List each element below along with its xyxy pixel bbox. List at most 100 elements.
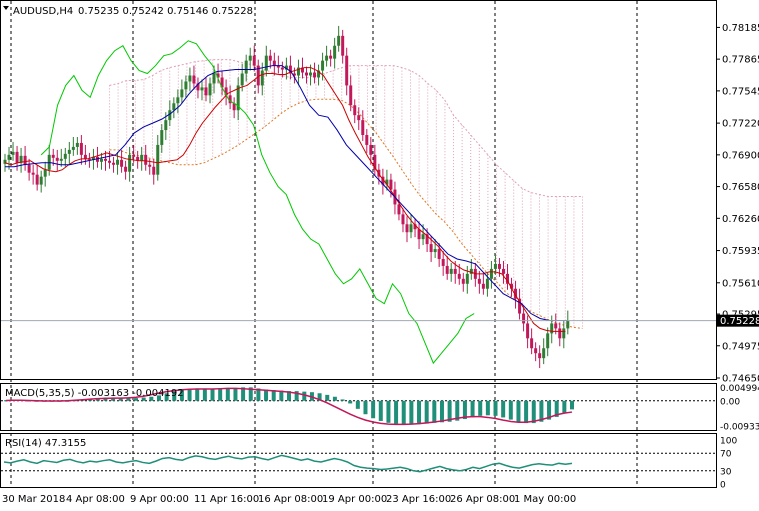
macd-histogram-bar (516, 400, 521, 422)
candle-body (120, 159, 124, 167)
macd-histogram-bar (218, 388, 223, 401)
macd-histogram-bar (225, 388, 230, 401)
macd-histogram-bar (195, 388, 200, 401)
candle-body (385, 179, 389, 185)
candle-body (104, 158, 107, 161)
candle-body (369, 144, 373, 155)
candle-body (180, 89, 184, 98)
candle-body (405, 224, 409, 233)
macd-histogram-bar (524, 400, 529, 424)
macd-histogram-bar (547, 400, 552, 420)
macd-histogram-bar (439, 400, 444, 423)
candle-body (333, 45, 337, 59)
candle-body (23, 155, 27, 165)
candle-body (87, 158, 91, 160)
candle-body (216, 73, 220, 78)
macd-histogram-bar (562, 400, 567, 413)
candle-body (212, 73, 216, 84)
rsi-tick-label: 30 (720, 467, 732, 477)
time-axis-label: 1 May 00:00 (514, 494, 576, 505)
macd-histogram-bar (118, 397, 123, 401)
candle-body (389, 179, 393, 190)
candle-body (501, 268, 505, 274)
candle-body (284, 65, 288, 70)
candle-body (19, 155, 23, 163)
time-axis-label: 11 Apr 16:00 (194, 494, 259, 505)
macd-histogram-bar (256, 388, 261, 401)
candle-body (329, 55, 333, 59)
candle-body (485, 278, 489, 289)
candle-body (112, 162, 116, 165)
candle-body (43, 169, 47, 177)
candle-body (7, 154, 11, 160)
candle-body (437, 249, 441, 259)
macd-histogram-bar (172, 391, 177, 401)
candle-body (321, 60, 325, 71)
candle-body (15, 151, 19, 163)
current-price-label-bg (717, 314, 759, 327)
candle-body (292, 73, 296, 76)
ohlc-values: 0.75235 0.75242 0.75146 0.75228 (78, 6, 253, 17)
price-tick-label: 0.77545 (722, 86, 759, 97)
candle-body (144, 154, 148, 165)
candle-body (184, 81, 188, 90)
price-tick-label: 0.77865 (722, 55, 759, 66)
candle-body (489, 268, 493, 279)
candle-body (373, 154, 377, 170)
macd-histogram-bar (302, 391, 307, 401)
macd-histogram-bar (156, 395, 161, 401)
candle-body (148, 164, 152, 167)
candle-body (465, 273, 469, 284)
candle-body (152, 166, 156, 175)
macd-histogram-bar (570, 400, 574, 410)
candle-body (35, 174, 39, 185)
candle-body (365, 135, 369, 145)
senkou-span-b (109, 98, 583, 329)
candle-body (59, 158, 63, 161)
candle-body (429, 244, 433, 253)
candle-body (341, 35, 345, 56)
candle-body (3, 159, 7, 164)
candle-body (522, 313, 526, 324)
macd-histogram-bar (179, 390, 184, 401)
candle-body (188, 75, 192, 82)
time-axis-label: 9 Apr 00:00 (130, 494, 189, 505)
candle-body (264, 55, 268, 71)
price-tick-label: 0.75935 (722, 246, 759, 257)
time-axis-label: 23 Apr 16:00 (386, 494, 451, 505)
candle-body (417, 229, 421, 240)
macd-layer (1, 387, 716, 426)
macd-histogram-bar (164, 393, 169, 401)
candle-body (11, 151, 15, 155)
macd-tick-label: -0.009335 (720, 422, 759, 432)
time-axis-label: 26 Apr 08:00 (450, 494, 515, 505)
macd-histogram-bar (455, 400, 460, 421)
candle-body (481, 283, 485, 289)
price-tick-label: 0.74975 (722, 341, 759, 352)
candle-body (228, 95, 232, 104)
candle-body (530, 338, 534, 349)
candle-body (317, 70, 321, 78)
candle-body (361, 120, 365, 136)
candle-body (140, 154, 144, 161)
candle-body (136, 156, 140, 161)
macd-histogram-bar (508, 400, 513, 420)
candle-body (63, 153, 67, 159)
candle-body (449, 268, 453, 274)
macd-histogram-bar (210, 388, 215, 401)
current-price-label: 0.75228 (720, 316, 759, 327)
macd-histogram-bar (501, 400, 506, 418)
price-tick-label: 0.74650 (722, 374, 759, 385)
macd-histogram-bar (264, 389, 269, 401)
macd-histogram-bar (470, 400, 475, 418)
candle-body (413, 224, 417, 230)
candle-body (172, 103, 176, 111)
macd-histogram-bar (141, 397, 146, 401)
chikou-span-line (40, 40, 475, 365)
candle-body (445, 265, 449, 274)
candle-body (280, 67, 284, 70)
macd-histogram-bar (233, 387, 238, 401)
macd-histogram-bar (493, 400, 498, 416)
candle-body (337, 35, 341, 46)
